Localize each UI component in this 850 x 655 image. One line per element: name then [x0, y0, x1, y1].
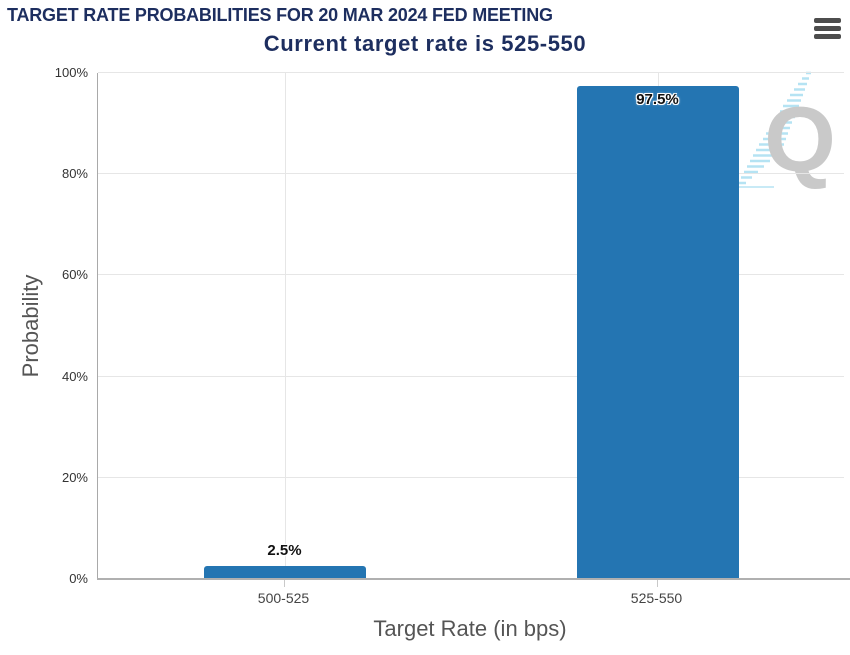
y-tick-label: 20% [61, 469, 88, 485]
y-axis-title: Probability [18, 274, 43, 378]
x-category-label: 525-550 [630, 590, 683, 606]
quikstrike-watermark-icon: Q [738, 71, 836, 189]
probability-bar[interactable] [203, 566, 366, 579]
bar-data-label: 2.5% [267, 542, 302, 560]
gridline-horizontal [98, 173, 844, 175]
hamburger-bar [814, 26, 841, 31]
y-tick-label: 80% [61, 166, 88, 182]
x-category-label: 500-525 [257, 590, 310, 606]
chart-subtitle: Current target rate is 525-550 [263, 31, 587, 56]
x-axis-line [97, 578, 850, 580]
watermark-q-letter: Q [764, 89, 836, 189]
gridline-horizontal [98, 476, 844, 478]
chart-title: TARGET RATE PROBABILITIES FOR 20 MAR 202… [7, 5, 553, 25]
y-tick-label: 60% [61, 267, 88, 283]
gridline-horizontal [98, 274, 844, 276]
bar-data-label: 97.5% [636, 90, 679, 108]
y-tick-label: 40% [61, 368, 88, 384]
hamburger-bar [814, 18, 841, 23]
y-tick-label: 0% [69, 571, 88, 586]
x-axis-tick [283, 580, 285, 587]
plot-area: Q 2.5% 97.5% [97, 71, 844, 579]
y-tick-label: 100% [54, 65, 88, 80]
x-axis-title: Target Rate (in bps) [373, 616, 567, 641]
probability-bar[interactable] [576, 85, 739, 579]
gridline-horizontal [98, 72, 844, 73]
x-axis-tick [656, 580, 658, 587]
hamburger-bar [814, 34, 841, 39]
gridline-vertical [284, 73, 286, 579]
gridline-horizontal [98, 375, 844, 377]
hamburger-menu-icon[interactable] [814, 18, 841, 42]
